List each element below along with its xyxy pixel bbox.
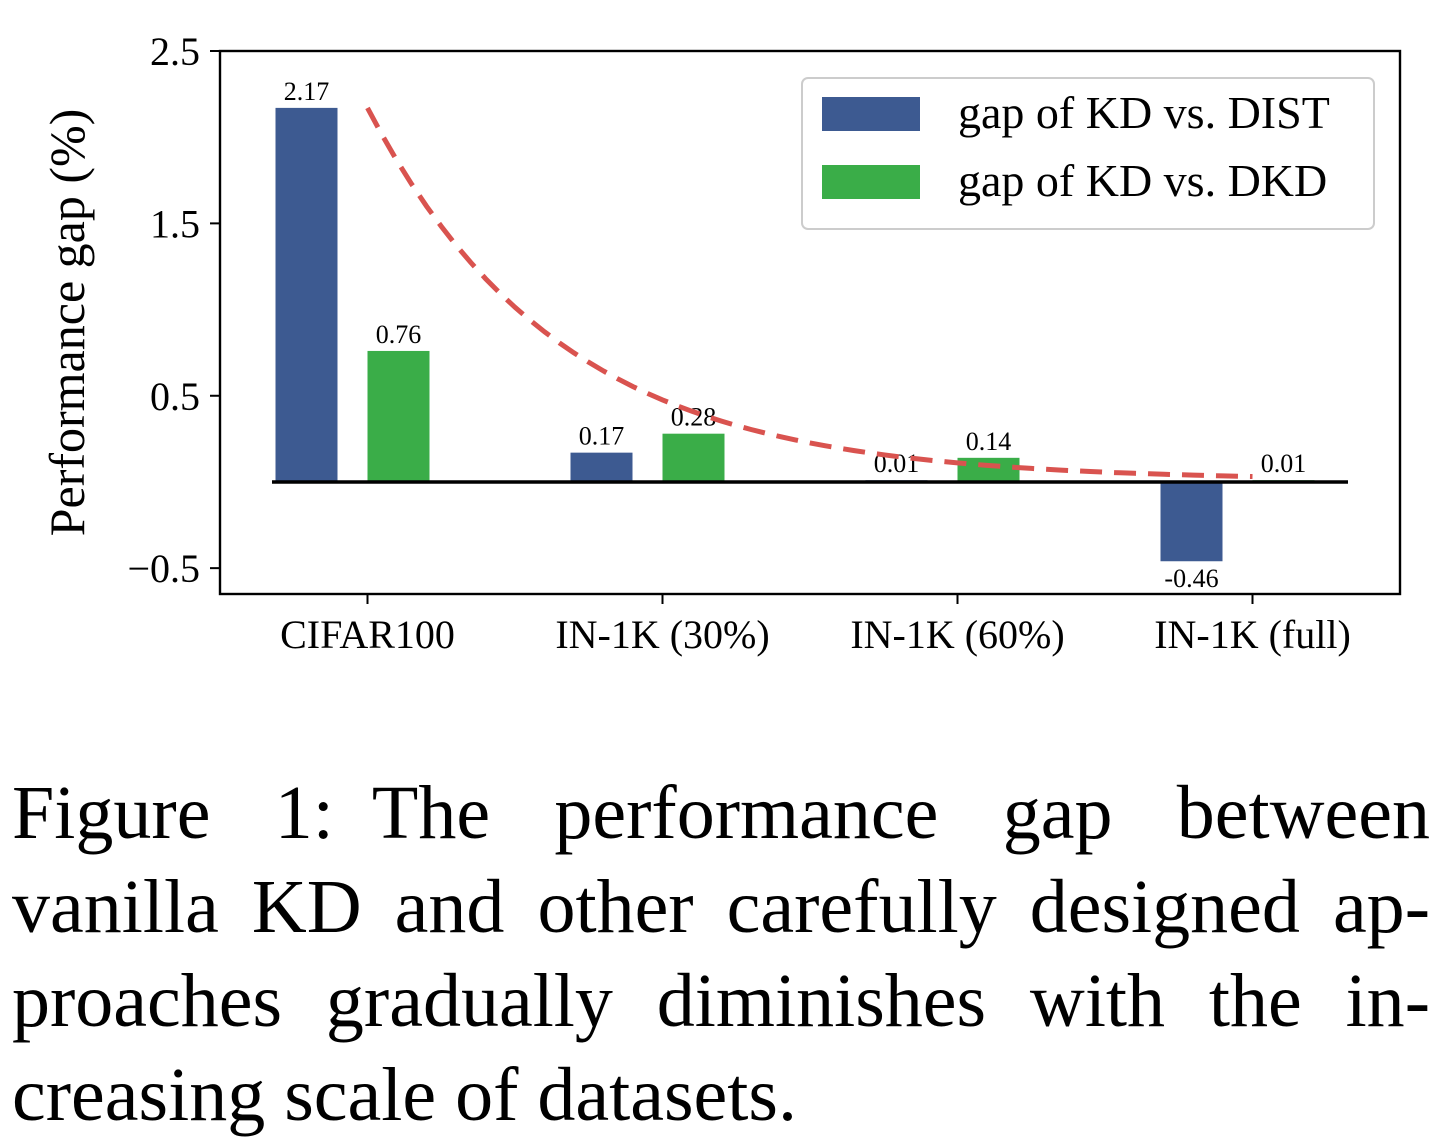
bar [957,457,1020,482]
figure-caption: Figure 1: The performance gap between va… [12,766,1430,1142]
bar-chart: −0.5 0.5 1.5 2.5 CIFAR100 IN-1K (30%) IN-1K (6… [39,29,1402,657]
legend-swatch [822,97,920,131]
y-tick-label: 2.5 [150,29,200,74]
caption-label: Figure 1: [12,771,334,855]
bar-value-label: 0.76 [376,320,422,349]
x-tick-label: CIFAR100 [280,612,455,657]
bar [1160,481,1223,562]
chart-svg: −0.5 0.5 1.5 2.5 CIFAR100 IN-1K (30%) IN-1K (6… [39,29,1402,657]
bar [662,433,725,482]
bar-value-label: 2.17 [284,77,330,106]
legend-label: gap of KD vs. DIST [958,87,1330,138]
x-tick-label: IN-1K (full) [1154,612,1351,657]
legend-label: gap of KD vs. DKD [958,155,1327,206]
plot-frame [218,49,1402,596]
legend-box [801,77,1375,230]
bar [275,107,338,482]
y-tick-label: 0.5 [150,374,200,419]
y-tick-label: 1.5 [150,201,200,246]
bar-value-label: 0.01 [1261,449,1307,478]
y-axis-label: Performance gap (%) [39,109,95,537]
bar-value-label: 0.17 [579,422,625,451]
trend-curve [365,106,1253,479]
bar-value-label: -0.46 [1164,564,1218,593]
x-tick-label: IN-1K (60%) [850,612,1064,657]
y-tick-label: −0.5 [127,546,200,591]
legend-swatch [822,165,920,199]
bar-value-label: 0.14 [966,427,1012,456]
bar-value-label: 0.28 [671,403,717,432]
x-tick-label: IN-1K (30%) [555,612,769,657]
bar [570,452,633,482]
bar [367,350,430,482]
